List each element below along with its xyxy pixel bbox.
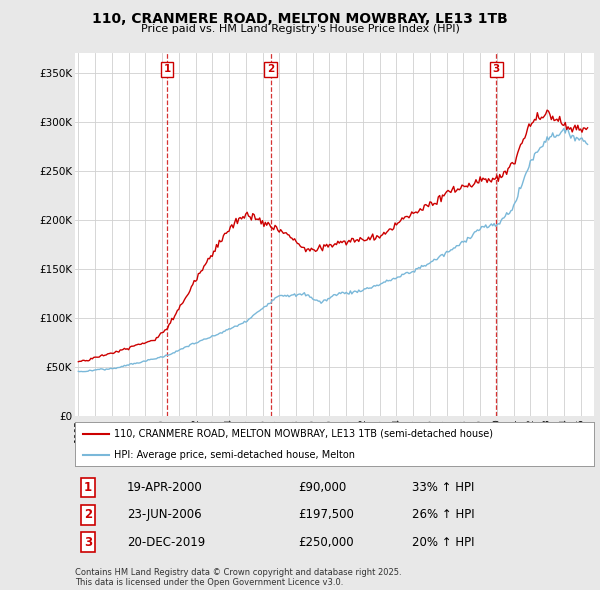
Text: HPI: Average price, semi-detached house, Melton: HPI: Average price, semi-detached house,… (114, 450, 355, 460)
Text: £90,000: £90,000 (298, 481, 346, 494)
Text: 3: 3 (84, 536, 92, 549)
Text: 33% ↑ HPI: 33% ↑ HPI (412, 481, 475, 494)
Text: 2: 2 (84, 508, 92, 522)
Text: 1: 1 (163, 64, 171, 74)
Text: 20-DEC-2019: 20-DEC-2019 (127, 536, 205, 549)
Text: Contains HM Land Registry data © Crown copyright and database right 2025.
This d: Contains HM Land Registry data © Crown c… (75, 568, 401, 587)
Text: 110, CRANMERE ROAD, MELTON MOWBRAY, LE13 1TB: 110, CRANMERE ROAD, MELTON MOWBRAY, LE13… (92, 12, 508, 26)
Text: 1: 1 (84, 481, 92, 494)
Text: 110, CRANMERE ROAD, MELTON MOWBRAY, LE13 1TB (semi-detached house): 110, CRANMERE ROAD, MELTON MOWBRAY, LE13… (114, 429, 493, 439)
Text: £197,500: £197,500 (298, 508, 354, 522)
Text: 23-JUN-2006: 23-JUN-2006 (127, 508, 202, 522)
Text: 2: 2 (267, 64, 274, 74)
Text: 3: 3 (493, 64, 500, 74)
Text: Price paid vs. HM Land Registry's House Price Index (HPI): Price paid vs. HM Land Registry's House … (140, 24, 460, 34)
Text: 20% ↑ HPI: 20% ↑ HPI (412, 536, 475, 549)
Text: 26% ↑ HPI: 26% ↑ HPI (412, 508, 475, 522)
Text: £250,000: £250,000 (298, 536, 354, 549)
Text: 19-APR-2000: 19-APR-2000 (127, 481, 203, 494)
